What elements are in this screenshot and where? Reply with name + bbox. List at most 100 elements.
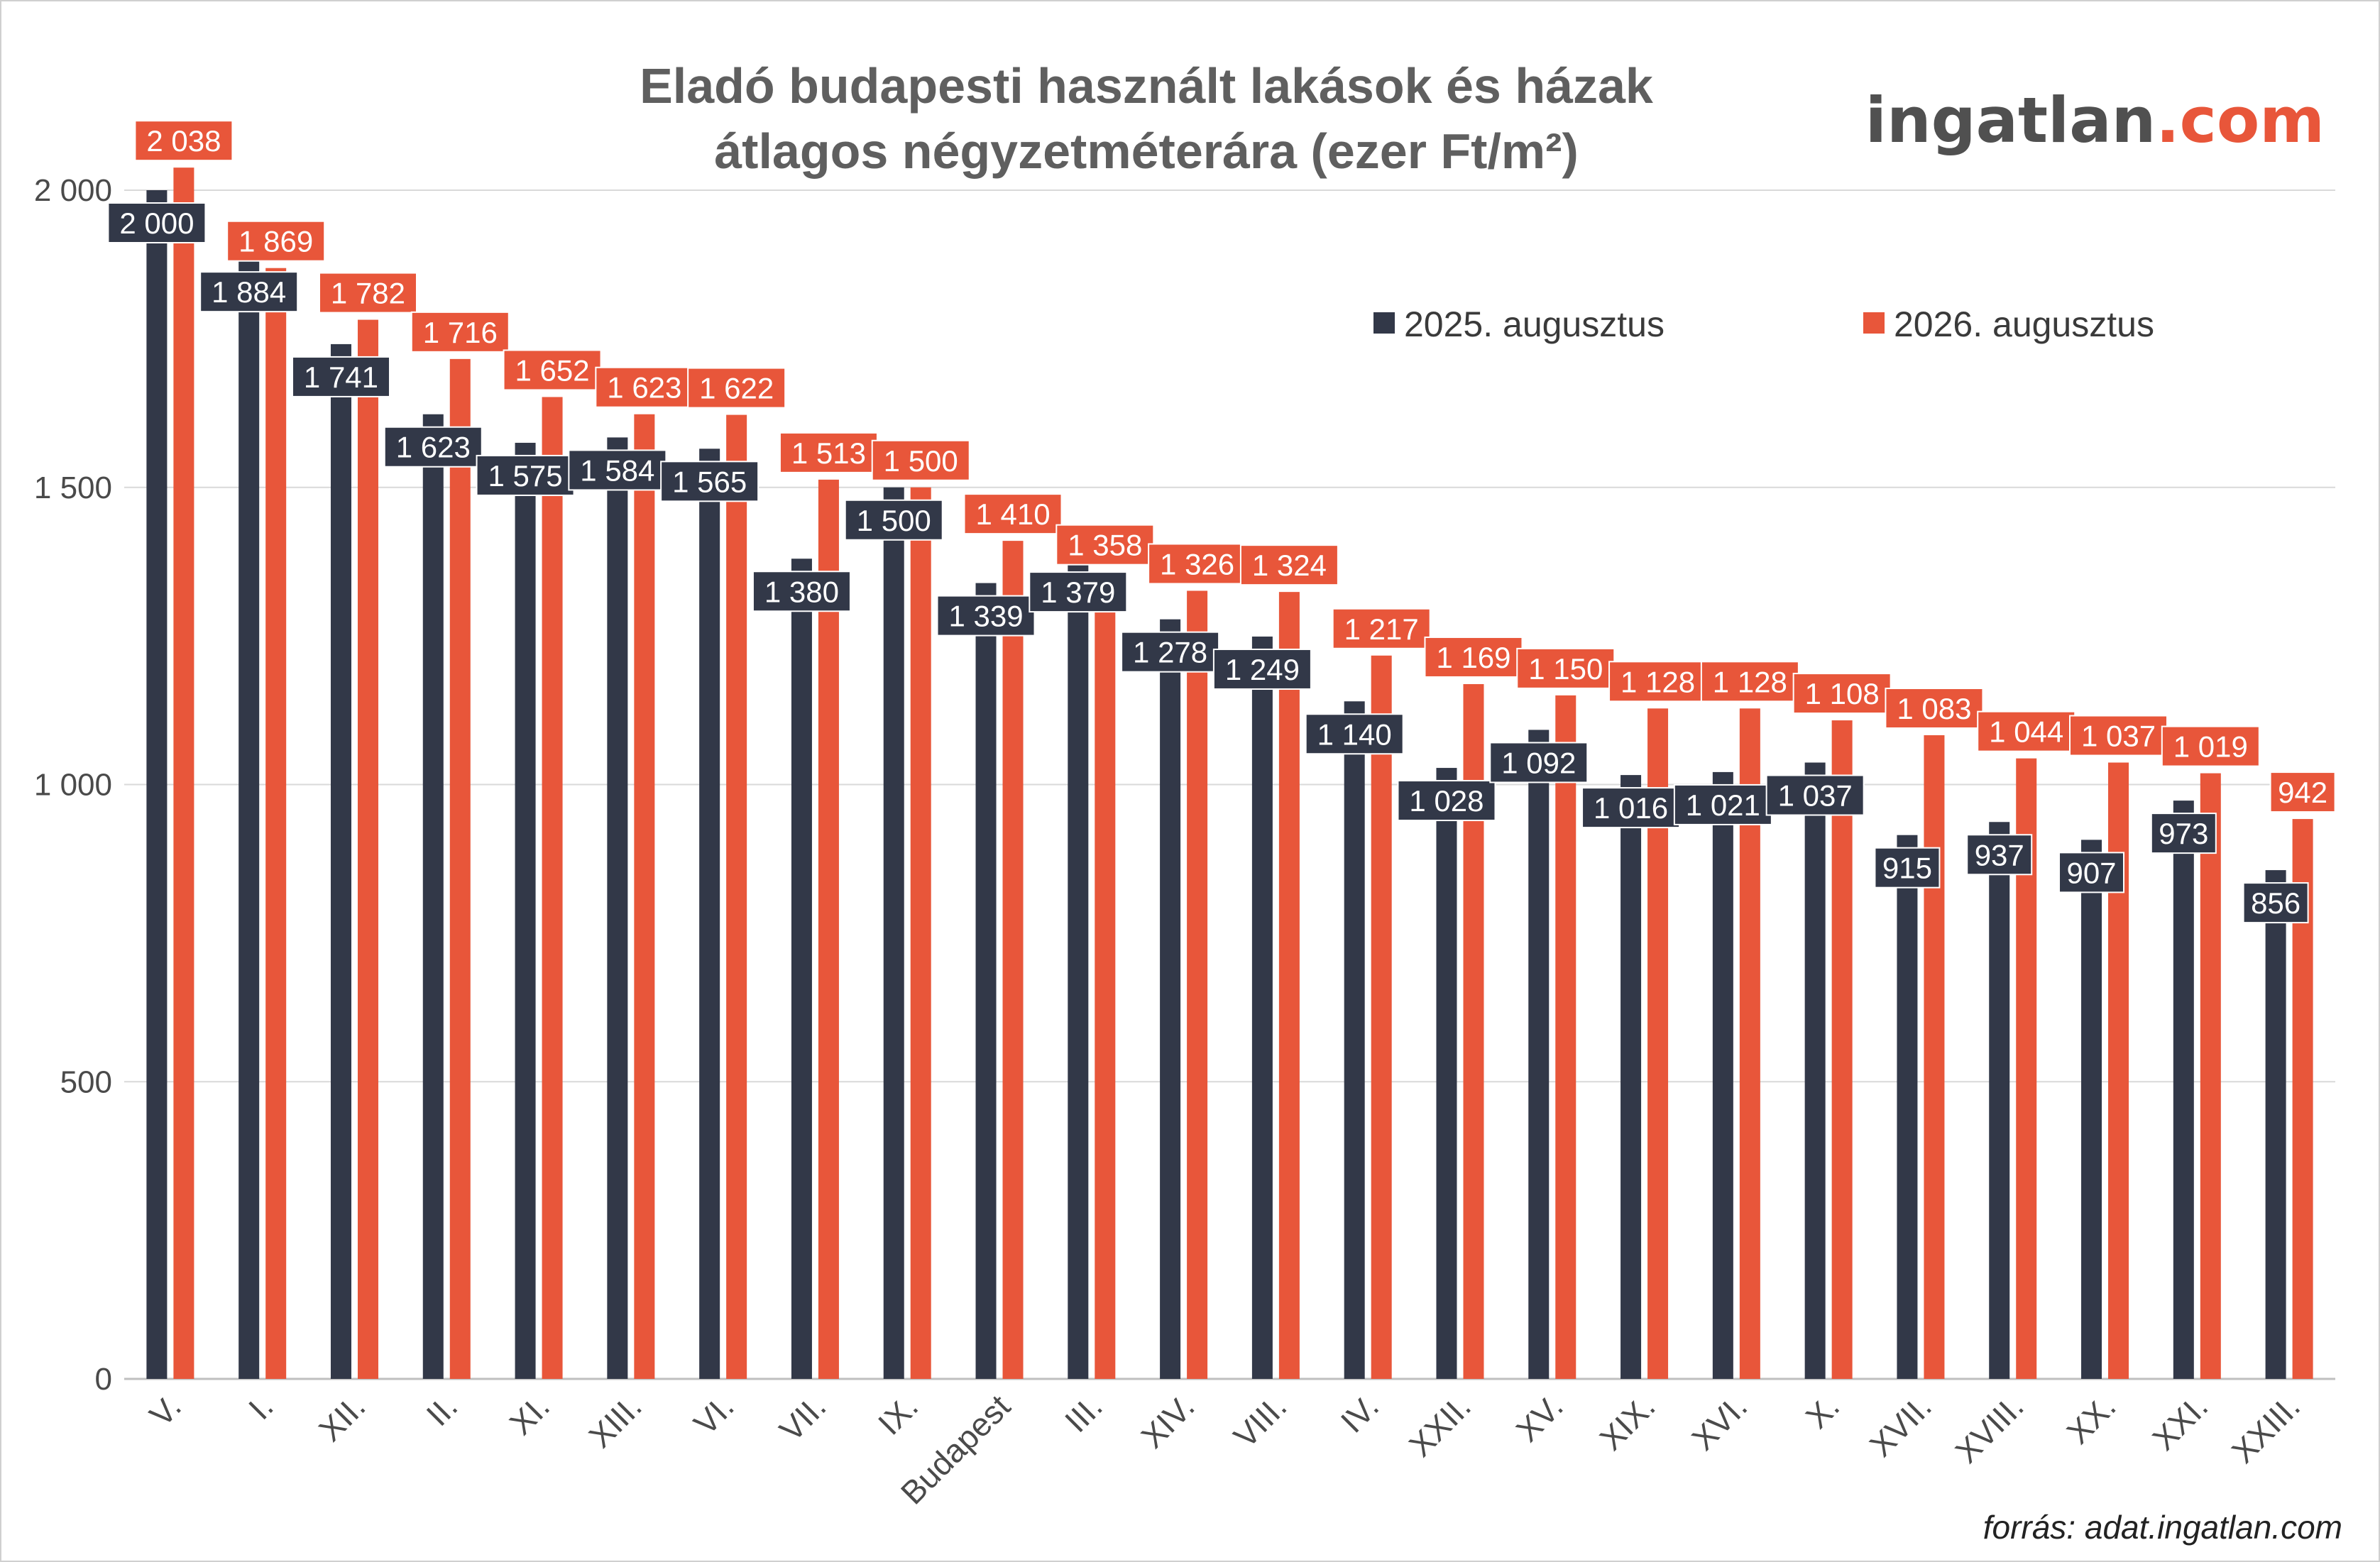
bar-2026 — [1002, 541, 1024, 1379]
data-label-box — [1700, 661, 1799, 703]
data-label: 1 044 — [1989, 715, 2063, 749]
logo: ingatlan.com — [1865, 84, 2325, 157]
legend: 2025. augusztus 2026. augusztus — [1373, 304, 2154, 344]
bar-2025 — [1897, 835, 1918, 1379]
data-label: 1 037 — [2081, 720, 2156, 753]
data-label: 973 — [2159, 817, 2208, 850]
bar-2026 — [910, 487, 931, 1379]
data-label: 1 028 — [1409, 784, 1484, 818]
y-tick-label: 1 500 — [34, 471, 112, 505]
data-label-box — [2242, 882, 2309, 924]
logo-part-2: .com — [2156, 84, 2325, 157]
data-label-box — [107, 202, 207, 243]
data-label: 1 622 — [699, 372, 774, 405]
data-label-box — [871, 439, 970, 481]
gridlines — [124, 189, 2335, 1380]
data-label-box — [476, 454, 575, 496]
bar-2025 — [1621, 775, 1642, 1379]
bar-2025 — [791, 559, 812, 1379]
data-label: 1 584 — [580, 453, 654, 487]
data-label-box — [2269, 771, 2336, 813]
bar-2026 — [726, 414, 747, 1380]
data-label: 1 741 — [304, 361, 378, 394]
data-label-box — [1966, 834, 2033, 876]
bar-2025 — [330, 343, 351, 1380]
bar-2026 — [265, 268, 287, 1379]
data-label-box — [779, 431, 878, 473]
bar-2025 — [1528, 730, 1550, 1379]
data-label-box — [410, 311, 510, 353]
data-label: 2 000 — [119, 207, 194, 240]
data-label: 915 — [1882, 852, 1932, 885]
y-tick-label: 2 000 — [34, 173, 112, 208]
bar-2025 — [1068, 559, 1089, 1379]
bar-2025 — [2173, 801, 2194, 1379]
data-label: 1 083 — [1897, 692, 1971, 725]
legend-label-2026: 2026. augusztus — [1894, 304, 2154, 344]
bar-2025 — [1344, 701, 1365, 1379]
data-label: 1 339 — [948, 600, 1023, 633]
data-label: 856 — [2251, 886, 2301, 920]
data-label-box — [226, 220, 326, 262]
data-label-box — [1055, 524, 1155, 566]
bar-2026 — [1371, 655, 1392, 1379]
bar-2025 — [515, 442, 536, 1379]
data-label: 942 — [2278, 776, 2327, 809]
data-label-box — [1489, 742, 1589, 783]
data-label: 1 128 — [1621, 665, 1695, 698]
data-label: 1 623 — [396, 431, 471, 464]
data-label: 1 565 — [672, 465, 747, 498]
legend-label-2025: 2025. augusztus — [1404, 304, 1665, 344]
data-label-box — [134, 120, 234, 162]
data-label-box — [2161, 725, 2260, 767]
data-label-box — [1239, 544, 1339, 586]
bar-2025 — [975, 583, 997, 1379]
data-label: 1 140 — [1317, 717, 1392, 751]
data-label-box — [199, 271, 299, 313]
data-label: 1 513 — [791, 436, 866, 470]
data-label-box — [1029, 571, 1128, 613]
bar-2026 — [1187, 590, 1208, 1379]
bar-2025 — [1989, 822, 2010, 1379]
y-tick-label: 1 000 — [34, 768, 112, 803]
source-note: forrás: adat.ingatlan.com — [1983, 1509, 2342, 1546]
data-label: 1 623 — [607, 371, 681, 405]
data-label: 1 150 — [1528, 652, 1603, 686]
bar-2025 — [2265, 870, 2286, 1379]
bar-2026 — [173, 167, 194, 1379]
data-label-box — [1765, 774, 1865, 816]
data-label: 1 092 — [1501, 746, 1576, 779]
data-label-box — [291, 356, 390, 397]
data-label: 1 108 — [1805, 677, 1880, 710]
data-label: 1 379 — [1041, 576, 1115, 609]
data-label: 1 869 — [238, 225, 313, 258]
data-label: 1 326 — [1160, 547, 1234, 581]
data-label: 1 324 — [1252, 549, 1327, 582]
y-tick-label: 500 — [60, 1065, 112, 1099]
data-label-box — [752, 571, 851, 612]
data-label-box — [1305, 713, 1404, 755]
bar-2025 — [146, 190, 168, 1379]
data-label-box — [568, 449, 667, 491]
bar-2026 — [1278, 592, 1300, 1379]
y-axis-tick-labels: 0 500 1 000 1 500 2 000 — [34, 173, 112, 1397]
y-tick-label: 0 — [95, 1362, 112, 1397]
data-label: 1 016 — [1594, 791, 1668, 825]
data-label-box — [963, 493, 1063, 535]
bar-2025 — [699, 449, 720, 1379]
bar-2026 — [1555, 695, 1576, 1379]
data-label: 1 278 — [1133, 636, 1207, 669]
data-label: 1 575 — [488, 459, 563, 493]
bar-2025 — [1251, 636, 1273, 1379]
data-label-box — [2058, 852, 2125, 893]
data-label-box — [383, 426, 483, 468]
bar-2025 — [1804, 762, 1826, 1379]
data-label: 1 021 — [1686, 788, 1760, 822]
data-label-box — [844, 499, 943, 541]
bar-2025 — [1712, 771, 1733, 1379]
data-label: 1 217 — [1344, 612, 1419, 646]
data-label-box — [1581, 787, 1681, 829]
data-labels: 2 000 2 038 1 884 1 869 1 741 1 782 1 623 1 716… — [107, 120, 2336, 924]
